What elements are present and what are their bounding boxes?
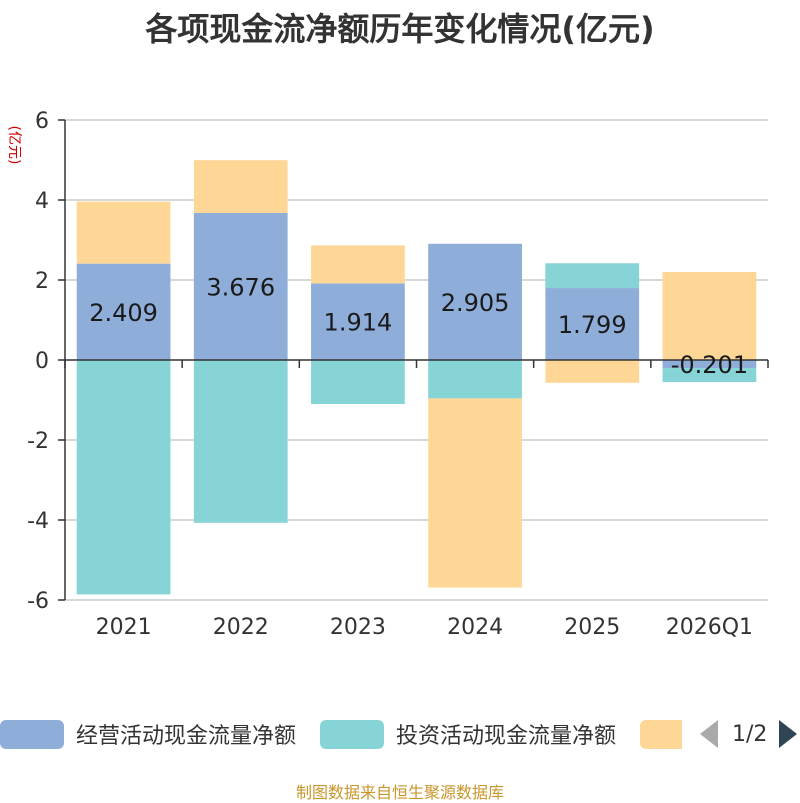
bars	[76, 160, 757, 595]
legend-pager: 1/2	[700, 718, 798, 750]
x-tick-label: 2025	[564, 615, 620, 640]
data-label: 2.409	[89, 299, 158, 327]
legend-next-arrow-icon[interactable]	[779, 720, 798, 748]
legend-label-operating: 经营活动现金流量净额	[76, 724, 297, 749]
legend-prev-arrow-icon[interactable]	[700, 720, 718, 748]
bar-2026Q1-series-0	[662, 360, 757, 369]
bar-2021-series-0	[76, 263, 171, 360]
x-tick-label: 2024	[447, 615, 503, 640]
bar-2024-series-1	[428, 360, 522, 399]
bar-2023-series-0	[311, 283, 405, 360]
y-tick-label: 4	[35, 189, 49, 214]
legend-label-investing: 投资活动现金流量净额	[396, 724, 617, 749]
legend-item-financing[interactable]	[640, 718, 682, 750]
x-tick-label: 2023	[330, 615, 386, 640]
bar-2024-series-0	[428, 243, 522, 360]
bar-2024-series-2	[428, 398, 522, 588]
cash-flow-chart: 6 4 2 0 -2 -4 -6 (亿元) 2021 2022 2023 2024 2025 2026Q1…	[6, 109, 769, 640]
bar-2021-series-1	[76, 360, 171, 595]
legend-page-indicator: 1/2	[732, 721, 768, 747]
x-tick-label: 2022	[213, 615, 269, 640]
bar-2026Q1-series-2	[662, 272, 757, 360]
data-label: 1.914	[324, 309, 393, 337]
bar-2023-series-2	[311, 245, 405, 284]
legend-swatch-investing	[320, 719, 384, 749]
y-tick-label: 6	[35, 109, 49, 134]
axes	[58, 119, 769, 601]
y-tick-label: 0	[35, 349, 49, 374]
bar-2022-series-1	[193, 360, 288, 523]
y-tick-label: -6	[27, 589, 49, 614]
y-axis-title: (亿元)	[6, 126, 22, 165]
bar-2022-series-2	[193, 160, 288, 213]
labels: 6 4 2 0 -2 -4 -6 (亿元) 2021 2022 2023 2024 2025 2026Q1…	[6, 109, 753, 640]
bar-2022-series-0	[193, 212, 288, 360]
data-source-note: 制图数据来自恒生聚源数据库	[295, 783, 504, 802]
legend-swatch-financing	[640, 719, 682, 749]
bar-2023-series-1	[311, 360, 405, 404]
x-tick-label: 2021	[96, 615, 152, 640]
bar-2026Q1-series-1	[662, 368, 757, 383]
chart-title: 各项现金流净额历年变化情况(亿元)	[145, 10, 655, 48]
y-tick-label: -2	[27, 429, 49, 454]
bar-2025-series-2	[545, 360, 640, 383]
legend-swatch-operating	[0, 719, 64, 749]
data-label: 1.799	[558, 311, 627, 339]
x-tick-label: 2026Q1	[666, 615, 753, 640]
legend-item-operating[interactable]: 经营活动现金流量净额	[0, 718, 296, 750]
bar-2021-series-2	[76, 201, 171, 264]
bar-2025-series-1	[545, 263, 640, 289]
legend: 经营活动现金流量净额 投资活动现金流量净额 1/2	[0, 712, 800, 756]
bar-2025-series-0	[545, 288, 640, 360]
y-tick-label: 2	[35, 269, 49, 294]
y-tick-label: -4	[27, 509, 49, 534]
data-label: 3.676	[206, 273, 275, 301]
data-label: -0.201	[671, 351, 748, 379]
legend-item-investing[interactable]: 投资活动现金流量净额	[320, 718, 616, 750]
grid-lines	[65, 119, 768, 601]
data-label: 2.905	[441, 289, 510, 317]
